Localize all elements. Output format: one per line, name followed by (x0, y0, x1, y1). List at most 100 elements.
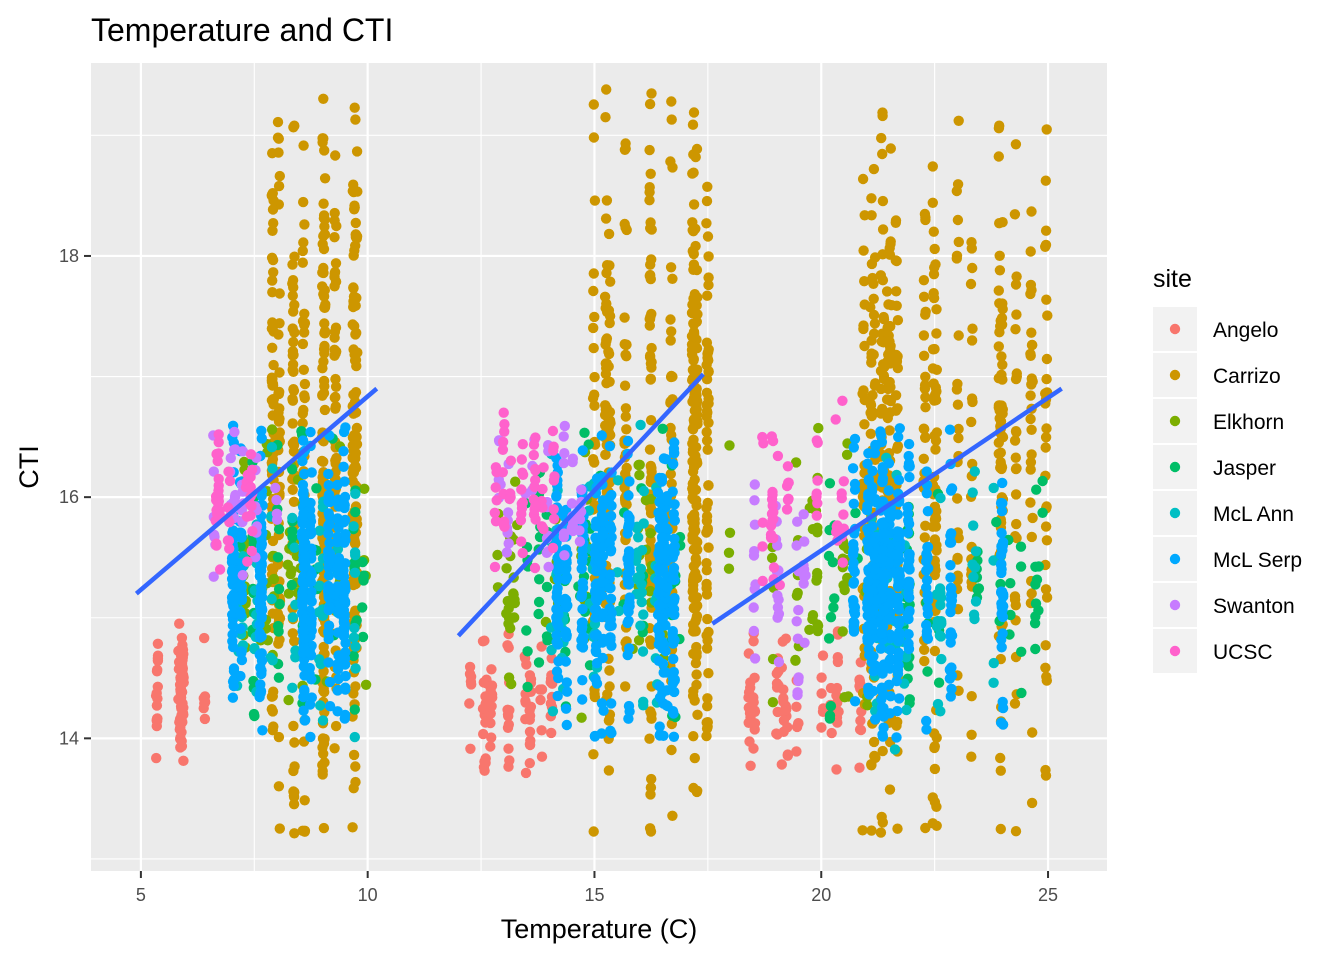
data-point (701, 387, 713, 398)
data-point (551, 490, 562, 501)
data-point (504, 755, 515, 766)
data-point (891, 354, 902, 366)
data-point (816, 672, 827, 683)
data-point (811, 510, 822, 521)
data-point (858, 245, 869, 256)
data-point (273, 524, 285, 535)
data-point (499, 426, 510, 437)
data-point (1041, 294, 1052, 305)
data-point (551, 592, 562, 603)
data-point (921, 575, 933, 586)
data-point (922, 589, 933, 601)
data-point (876, 709, 887, 720)
data-point (966, 751, 977, 762)
data-point (995, 765, 1006, 776)
legend-label: Elkhorn (1213, 411, 1284, 434)
data-point (516, 536, 527, 547)
data-point (823, 633, 835, 644)
x-axis-title: Temperature (C) (501, 914, 698, 944)
data-point (267, 535, 279, 547)
x-tick-label: 5 (136, 885, 146, 905)
data-point (323, 489, 335, 500)
data-point (598, 529, 609, 540)
data-point (645, 782, 657, 793)
legend-swatch (1169, 323, 1181, 335)
data-point (465, 671, 477, 682)
data-point (271, 494, 282, 506)
data-point (918, 330, 930, 341)
data-point (620, 681, 631, 692)
data-point (1016, 687, 1027, 699)
data-point (877, 249, 888, 260)
data-point (667, 162, 678, 173)
data-point (319, 404, 331, 416)
data-point (588, 285, 599, 297)
data-point (996, 506, 1008, 517)
data-point (703, 251, 714, 262)
data-point (927, 161, 938, 172)
data-point (503, 538, 514, 549)
data-point (666, 478, 677, 489)
data-point (893, 474, 905, 486)
data-point (588, 268, 599, 279)
data-point (749, 653, 761, 664)
data-point (884, 784, 896, 795)
data-point (687, 492, 698, 503)
data-point (318, 198, 329, 209)
data-point (287, 532, 298, 543)
data-point (349, 567, 361, 578)
data-point (1025, 246, 1036, 257)
data-point (299, 551, 311, 562)
data-point (589, 691, 601, 703)
data-point (687, 225, 698, 236)
data-point (661, 700, 672, 711)
data-point (966, 729, 977, 740)
data-point (287, 393, 298, 405)
data-point (298, 140, 309, 151)
data-point (324, 584, 336, 595)
data-point (300, 560, 311, 572)
data-point (945, 606, 956, 618)
data-point (498, 407, 509, 418)
data-point (502, 507, 514, 518)
data-point (920, 432, 931, 443)
data-point (688, 570, 700, 582)
data-point (702, 523, 713, 534)
legend-label: Jasper (1213, 457, 1276, 480)
data-point (849, 696, 861, 707)
data-point (268, 394, 279, 405)
data-point (577, 445, 588, 456)
legend-title: site (1153, 265, 1192, 293)
data-point (996, 400, 1007, 411)
data-point (274, 413, 285, 424)
data-point (690, 553, 701, 564)
data-point (863, 575, 874, 587)
data-point (988, 657, 999, 669)
data-point (645, 415, 657, 426)
data-point (576, 624, 587, 635)
data-point (256, 655, 268, 666)
data-point (245, 481, 256, 493)
data-point (692, 309, 703, 320)
data-point (596, 576, 608, 588)
data-point (901, 704, 912, 716)
data-point (226, 573, 238, 585)
data-point (298, 705, 309, 716)
data-point (176, 661, 187, 673)
data-point (329, 207, 340, 219)
data-point (644, 144, 655, 156)
data-point (749, 479, 760, 490)
data-point (849, 433, 861, 445)
data-point (349, 536, 360, 547)
data-point (919, 532, 930, 543)
data-point (601, 363, 612, 374)
data-point (772, 612, 783, 623)
data-point (892, 570, 903, 581)
data-point (350, 549, 361, 561)
data-point (654, 692, 666, 703)
data-point (348, 650, 359, 662)
data-point (863, 620, 874, 631)
data-point (790, 654, 801, 666)
data-point (780, 704, 792, 716)
data-point (865, 428, 876, 439)
